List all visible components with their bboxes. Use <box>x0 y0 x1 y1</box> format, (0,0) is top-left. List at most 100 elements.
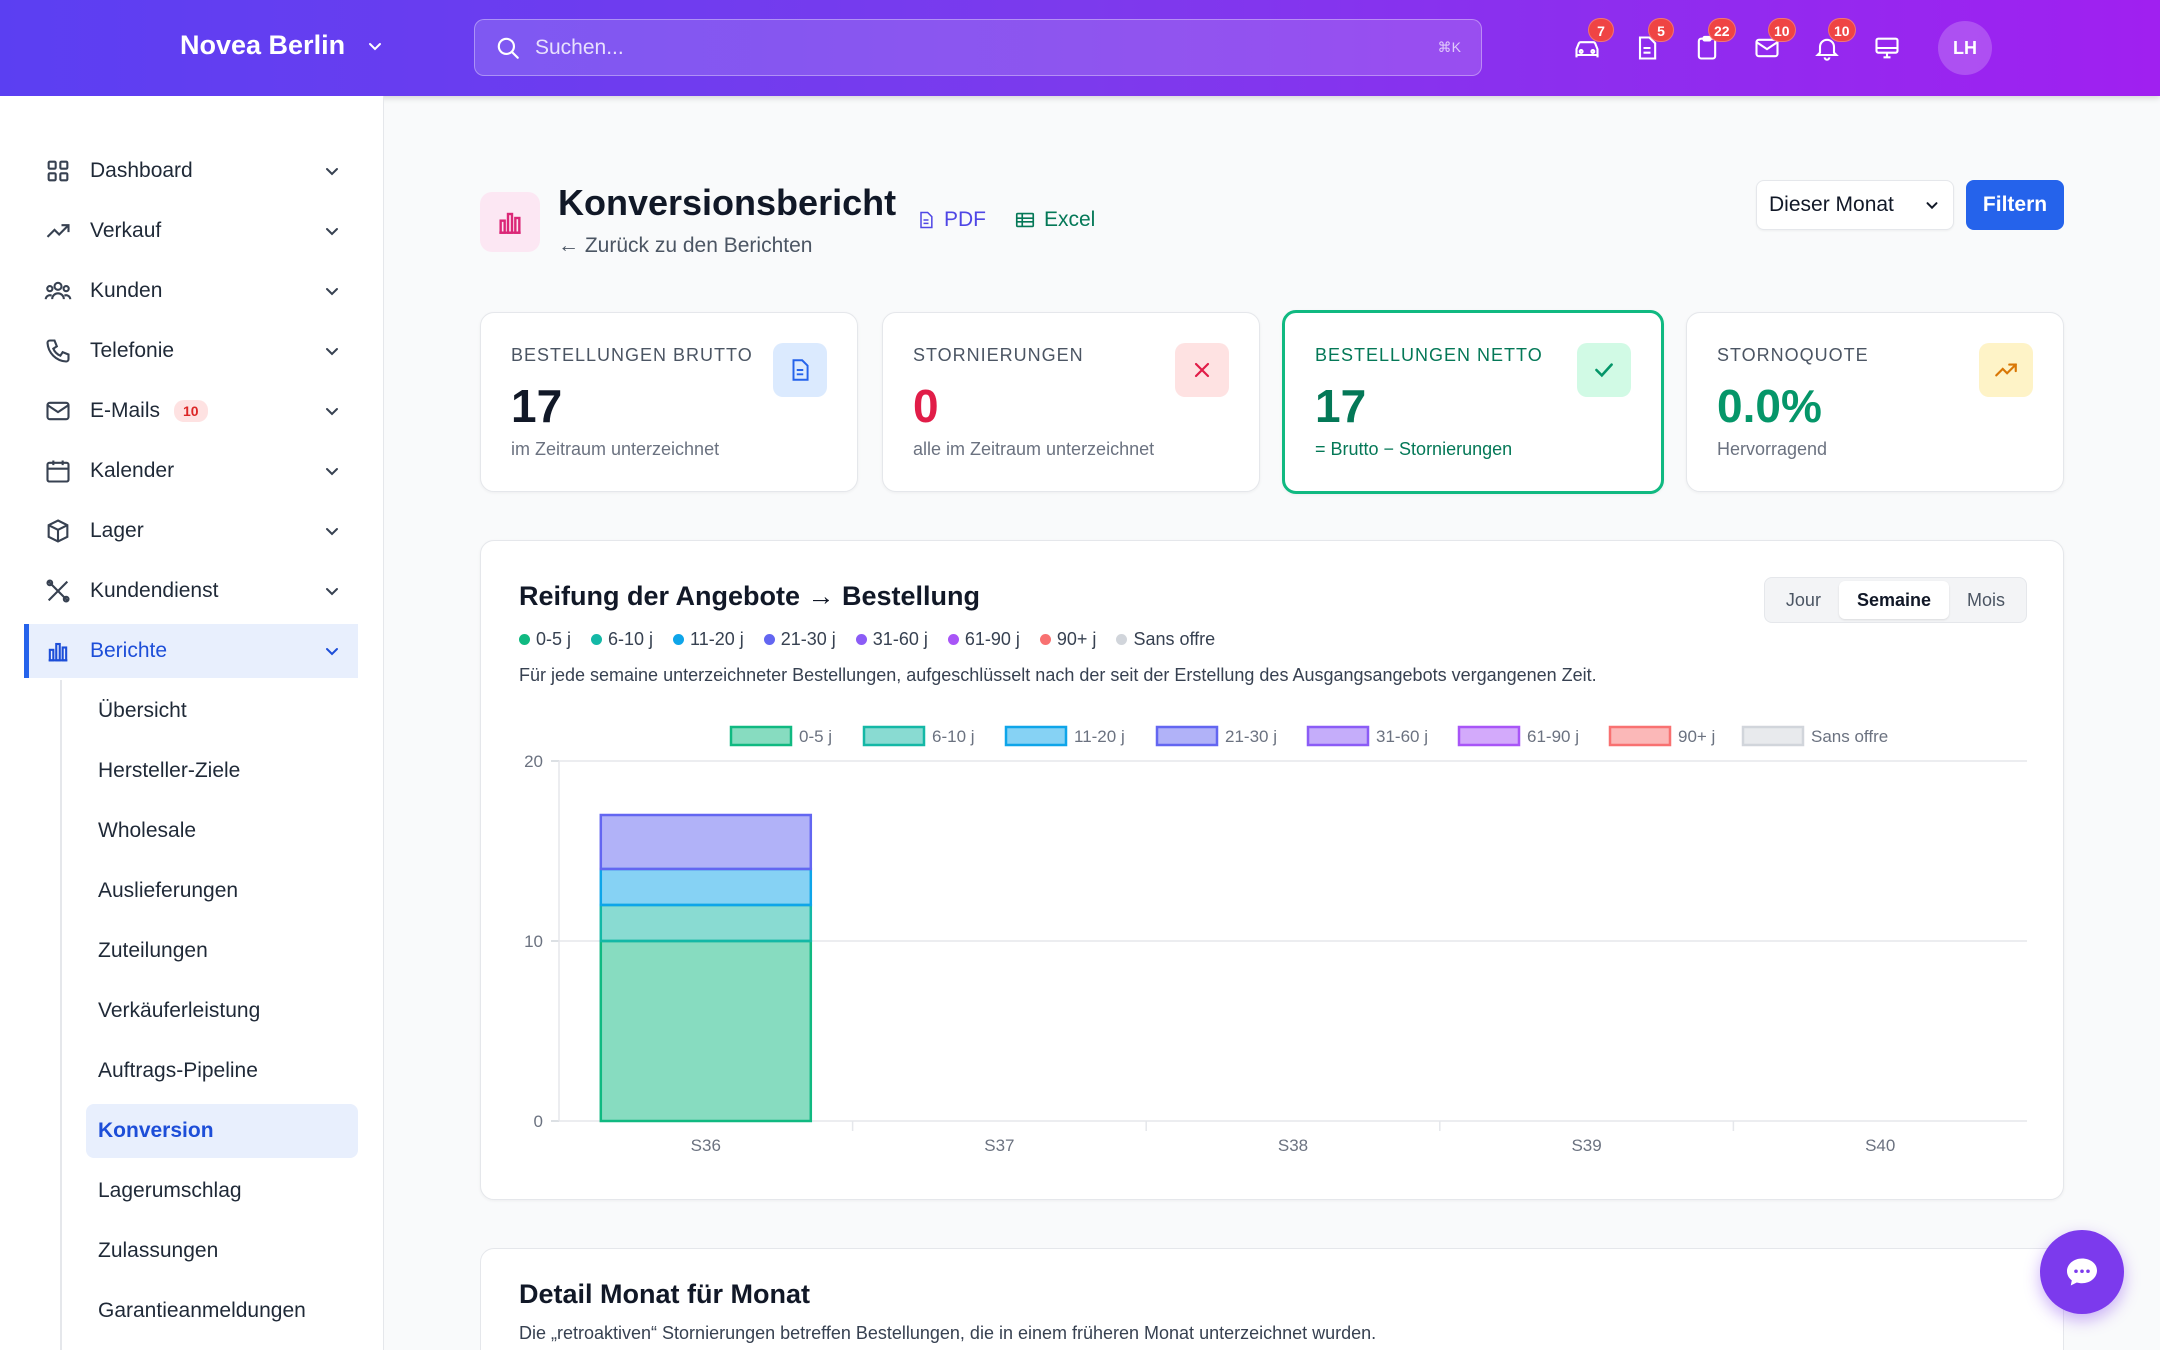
legend-swatch <box>1457 725 1521 747</box>
sidebar-item-kundendienst[interactable]: Kundendienst <box>24 564 358 618</box>
search-icon <box>497 37 519 59</box>
legend-swatch <box>1741 725 1805 747</box>
legend-swatch <box>1608 725 1672 747</box>
subnav-item-zuteilungen[interactable]: Zuteilungen <box>98 939 208 962</box>
legend-dot <box>763 634 775 645</box>
subnav-item-auftrags-pipeline[interactable]: Auftrags-Pipeline <box>98 1059 258 1082</box>
box-icon <box>47 519 69 543</box>
subnav-item-verkaeuferleistung[interactable]: Verkäuferleistung <box>98 999 261 1022</box>
x-tick-label: S39 <box>1571 1136 1601 1155</box>
bar-chart-icon <box>48 642 68 662</box>
kpi-label: STORNIERUNGEN <box>913 345 1084 365</box>
subnav-item-konversion[interactable]: Konversion <box>86 1104 358 1158</box>
sidebar-item-label: Kunden <box>90 279 163 302</box>
phone-icon <box>46 339 70 363</box>
chat-icon <box>2067 1258 2097 1286</box>
kpi-icon-tile <box>1175 343 1229 397</box>
kpi-value: 17 <box>511 380 563 432</box>
legend-dots: 0-5 j 6-10 j 11-20 j 21-30 j 31-60 j 61-90 j 9… <box>519 629 1215 650</box>
toggle-jour[interactable]: Jour <box>1785 589 1821 610</box>
grid-icon <box>47 160 69 182</box>
chevron-down-icon <box>326 528 338 536</box>
sidebar-item-verkauf[interactable]: Verkauf <box>24 204 358 258</box>
legend-item: 21-30 j <box>763 629 836 650</box>
mail-button[interactable]: 10 <box>1750 18 1796 72</box>
close-icon <box>1194 362 1210 378</box>
chevron-down-icon <box>369 42 382 50</box>
toggle-mois[interactable]: Mois <box>1966 589 2005 610</box>
sidebar-item-label: Verkauf <box>90 219 162 242</box>
legend-swatch-label: 21-30 j <box>1225 727 1277 746</box>
legend-label: Sans offre <box>1133 629 1216 649</box>
sidebar-item-dashboard[interactable]: Dashboard <box>24 144 358 198</box>
check-icon <box>1595 363 1613 378</box>
x-tick-label: S36 <box>691 1136 721 1155</box>
tasks-button[interactable]: 22 <box>1690 18 1736 72</box>
sidebar-item-lager[interactable]: Lager <box>24 504 358 558</box>
pdf-export-link[interactable]: PDF <box>916 208 986 232</box>
chevron-down-icon <box>326 228 338 236</box>
sidebar-item-label: Berichte <box>90 639 168 662</box>
sidebar-item-label: Lager <box>90 519 144 542</box>
granularity-toggle[interactable]: Jour Semaine Mois <box>1763 577 2027 623</box>
car-button[interactable]: 7 <box>1570 18 1614 72</box>
display-button[interactable] <box>1870 24 1904 72</box>
subnav-item-auslieferungen[interactable]: Auslieferungen <box>98 879 239 902</box>
subnav-item-lagerumschlag[interactable]: Lagerumschlag <box>98 1179 242 1202</box>
filter-button[interactable]: Filtern <box>1966 180 2064 230</box>
back-link[interactable]: ← Zurück zu den Berichten <box>558 234 813 257</box>
y-tick-label: 10 <box>524 932 543 951</box>
kpi-card-stornierungen: STORNIERUNGEN 0 alle im Zeitraum unterze… <box>882 312 1260 492</box>
search-input[interactable] <box>535 35 1438 60</box>
avatar[interactable]: LH <box>1938 21 1992 75</box>
legend-label: 11-20 j <box>690 629 744 649</box>
kpi-value: 17 <box>1315 380 1367 432</box>
legend-dot <box>947 634 959 645</box>
legend-dot <box>855 634 867 645</box>
detail-description: Die „retroaktiven“ Stornierungen betreff… <box>519 1323 1377 1343</box>
sidebar-item-berichte[interactable]: Berichte <box>24 624 358 678</box>
notification-badge: 10 <box>1828 18 1856 42</box>
search-bar[interactable]: ⌘K <box>474 19 1482 76</box>
notifications-button[interactable]: 10 <box>1810 18 1856 72</box>
maturation-chart-card: 0-5 j 6-10 j 11-20 j 21-30 j 31-60 j 61-90 j 9… <box>480 540 2064 1200</box>
subnav-item-hersteller-ziele[interactable]: Hersteller-Ziele <box>98 759 241 782</box>
legend-swatch-label: 90+ j <box>1678 727 1715 746</box>
kpi-icon-tile <box>773 343 827 397</box>
sidebar-item-telefonie[interactable]: Telefonie <box>24 324 358 378</box>
stacked-bar-chart: 0-5 j 6-10 j 11-20 j 21-30 j 31-60 j 61-90 j 9… <box>524 725 2027 1155</box>
chevron-down-icon <box>326 288 338 296</box>
sidebar-item-kalender[interactable]: Kalender <box>24 444 358 498</box>
brand-switcher[interactable]: Novea Berlin <box>180 30 385 61</box>
notification-badge: 7 <box>1588 18 1614 42</box>
legend-label: 90+ j <box>1056 629 1097 649</box>
sidebar-item-label: Dashboard <box>90 159 193 182</box>
detail-title: Detail Monat für Monat <box>519 1279 810 1309</box>
excel-export-link[interactable]: Excel <box>1014 208 1095 232</box>
calendar-icon <box>46 460 70 483</box>
toggle-semaine[interactable]: Semaine <box>1838 581 1949 619</box>
subnav-item-garantieanmeldungen[interactable]: Garantieanmeldungen <box>98 1299 306 1322</box>
bar-segment <box>599 939 813 1123</box>
legend-dot <box>1039 634 1051 645</box>
monitor-icon <box>1875 37 1899 59</box>
documents-button[interactable]: 5 <box>1630 18 1674 72</box>
subnav-item-wholesale[interactable]: Wholesale <box>98 819 197 842</box>
subnav-item-uebersicht[interactable]: Übersicht <box>98 699 187 722</box>
subnav-item-zulassungen[interactable]: Zulassungen <box>98 1239 219 1262</box>
kpi-subtext: im Zeitraum unterzeichnet <box>511 439 720 459</box>
period-select[interactable]: Dieser Monat <box>1756 180 1954 230</box>
chart-title: Reifung der Angebote → Bestellung <box>519 581 981 611</box>
sidebar-item-kunden[interactable]: Kunden <box>24 264 358 318</box>
detail-card: Detail Monat für Monat Die „retroaktiven… <box>480 1248 2064 1350</box>
kpi-subtext: alle im Zeitraum unterzeichnet <box>913 439 1155 459</box>
sidebar-item-emails[interactable]: E-Mails 10 <box>24 384 358 438</box>
chat-button[interactable] <box>2040 1230 2124 1314</box>
notification-badge: 22 <box>1708 18 1736 42</box>
top-bar: Novea Berlin ⌘K 7 5 22 10 10 LH <box>0 0 2160 96</box>
x-tick-label: S37 <box>984 1136 1014 1155</box>
legend-swatch-label: 0-5 j <box>799 727 832 746</box>
period-value: Dieser Monat <box>1769 193 1894 216</box>
document-icon <box>1638 36 1657 60</box>
legend-label: 21-30 j <box>780 629 836 649</box>
